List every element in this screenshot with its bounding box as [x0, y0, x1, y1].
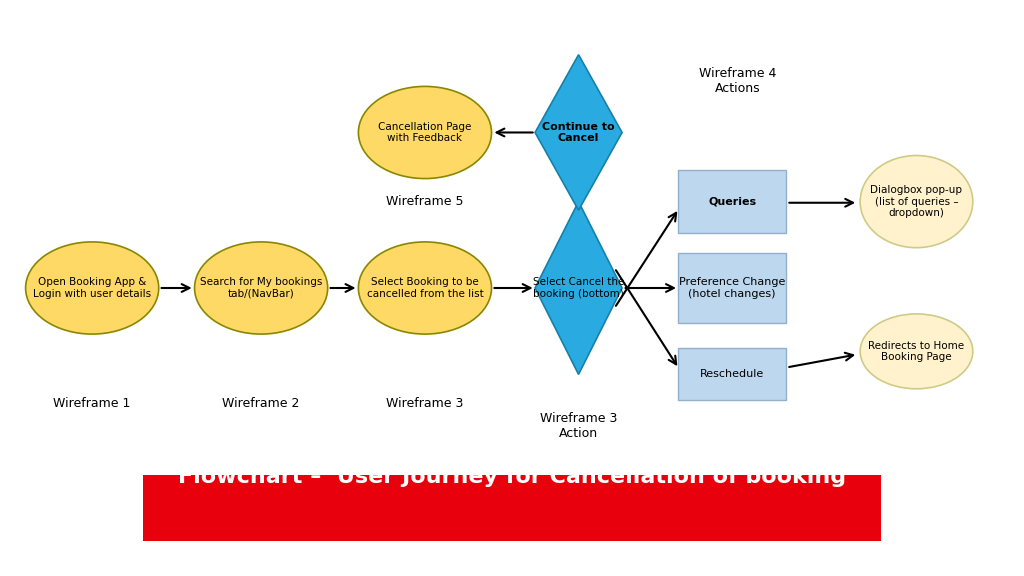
- Text: Queries: Queries: [709, 196, 756, 207]
- Text: Wireframe 3
Action: Wireframe 3 Action: [540, 412, 617, 440]
- Text: Redirects to Home
Booking Page: Redirects to Home Booking Page: [868, 340, 965, 362]
- Text: Select Booking to be
cancelled from the list: Select Booking to be cancelled from the …: [367, 277, 483, 299]
- Text: Select Cancel the
booking (bottom): Select Cancel the booking (bottom): [532, 277, 625, 299]
- Text: Wireframe 3: Wireframe 3: [386, 397, 464, 410]
- Ellipse shape: [358, 242, 492, 334]
- Text: Open Booking App &
Login with user details: Open Booking App & Login with user detai…: [33, 277, 152, 299]
- Polygon shape: [535, 55, 622, 210]
- Polygon shape: [535, 202, 622, 374]
- FancyBboxPatch shape: [143, 475, 881, 541]
- FancyBboxPatch shape: [678, 348, 786, 400]
- Text: Flowchart –  User Journey for Cancellation of booking: Flowchart – User Journey for Cancellatio…: [178, 467, 846, 487]
- Ellipse shape: [860, 314, 973, 389]
- Text: Wireframe 4
Actions: Wireframe 4 Actions: [698, 67, 776, 94]
- Text: Dialogbox pop-up
(list of queries –
dropdown): Dialogbox pop-up (list of queries – drop…: [870, 185, 963, 218]
- Text: Continue to
Cancel: Continue to Cancel: [543, 122, 614, 143]
- Ellipse shape: [26, 242, 159, 334]
- Ellipse shape: [195, 242, 328, 334]
- Text: Cancellation Page
with Feedback: Cancellation Page with Feedback: [378, 122, 472, 143]
- Text: Wireframe 2: Wireframe 2: [222, 397, 300, 410]
- Text: Wireframe 5: Wireframe 5: [386, 195, 464, 208]
- Text: Search for My bookings
tab/(NavBar): Search for My bookings tab/(NavBar): [200, 277, 323, 299]
- Text: Reschedule: Reschedule: [700, 369, 764, 380]
- Text: Wireframe 1: Wireframe 1: [53, 397, 131, 410]
- Ellipse shape: [358, 86, 492, 179]
- Ellipse shape: [860, 156, 973, 248]
- FancyBboxPatch shape: [678, 253, 786, 323]
- FancyBboxPatch shape: [678, 170, 786, 233]
- Text: Preference Change
(hotel changes): Preference Change (hotel changes): [679, 277, 785, 299]
